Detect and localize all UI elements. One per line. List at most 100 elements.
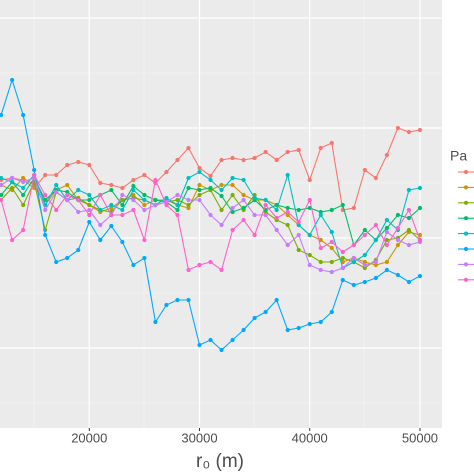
point <box>230 155 235 161</box>
point <box>208 177 213 183</box>
point <box>87 212 92 218</box>
point <box>175 157 180 163</box>
point <box>329 259 334 265</box>
point <box>373 262 378 268</box>
point <box>230 209 235 215</box>
point <box>274 227 279 233</box>
point <box>197 342 202 348</box>
point <box>208 212 213 218</box>
point <box>285 205 290 211</box>
point <box>219 207 224 213</box>
point <box>241 327 246 333</box>
point <box>406 187 412 193</box>
point <box>87 162 92 168</box>
point <box>285 242 290 248</box>
point <box>219 222 224 228</box>
legend-key-point <box>463 185 469 190</box>
point <box>0 197 4 203</box>
point <box>252 315 257 321</box>
point <box>395 237 401 243</box>
point <box>87 192 92 198</box>
point <box>384 242 389 248</box>
point <box>120 239 125 245</box>
legend-key-point <box>463 200 469 205</box>
point <box>120 207 125 213</box>
point <box>263 309 268 315</box>
point <box>241 157 246 163</box>
point <box>142 207 147 213</box>
point <box>252 155 257 161</box>
point <box>395 242 401 248</box>
point <box>186 205 191 211</box>
point <box>384 237 389 243</box>
point <box>219 193 224 199</box>
point <box>406 279 412 285</box>
point <box>406 227 412 233</box>
point <box>76 197 81 203</box>
point <box>285 209 290 215</box>
point <box>318 259 323 265</box>
point <box>186 185 191 191</box>
point <box>131 183 136 189</box>
x-tick-label: 40000 <box>292 430 328 445</box>
point <box>219 347 224 353</box>
point <box>21 179 26 185</box>
point <box>43 207 48 213</box>
point <box>285 327 290 333</box>
point <box>65 182 70 188</box>
point <box>384 152 389 158</box>
point <box>351 255 356 261</box>
point <box>263 212 268 218</box>
point <box>21 192 26 198</box>
point <box>417 127 423 133</box>
point <box>384 267 389 273</box>
legend-title: Pa <box>450 148 467 164</box>
point <box>197 262 202 268</box>
point <box>164 302 169 308</box>
legend-key-point <box>463 246 469 252</box>
point <box>241 217 246 223</box>
point <box>296 325 301 331</box>
point <box>186 267 191 273</box>
point <box>417 205 423 211</box>
point <box>362 227 367 233</box>
point <box>186 297 191 303</box>
point <box>362 167 367 173</box>
point <box>230 205 235 211</box>
point <box>307 197 312 203</box>
point <box>285 222 290 228</box>
point <box>285 149 290 155</box>
point <box>0 192 4 198</box>
point <box>230 227 235 233</box>
point <box>263 197 268 203</box>
point <box>54 259 59 265</box>
point <box>76 187 81 193</box>
point <box>164 195 169 201</box>
point <box>21 227 26 233</box>
point <box>109 212 114 218</box>
point <box>186 197 191 203</box>
point <box>98 207 103 213</box>
point <box>10 185 15 191</box>
point <box>340 255 345 261</box>
point <box>186 175 191 181</box>
point <box>406 207 412 213</box>
point <box>329 239 334 245</box>
point <box>153 319 158 325</box>
point <box>318 145 323 151</box>
point <box>417 237 423 243</box>
point <box>318 209 323 215</box>
point <box>296 207 301 213</box>
legend-key-point <box>463 231 469 236</box>
point <box>241 177 246 183</box>
point <box>230 337 235 343</box>
point <box>230 192 235 198</box>
point <box>417 273 423 279</box>
point <box>373 175 378 181</box>
point <box>318 212 323 218</box>
point <box>197 192 202 198</box>
point <box>65 189 70 195</box>
point <box>263 149 268 155</box>
point <box>10 77 15 83</box>
